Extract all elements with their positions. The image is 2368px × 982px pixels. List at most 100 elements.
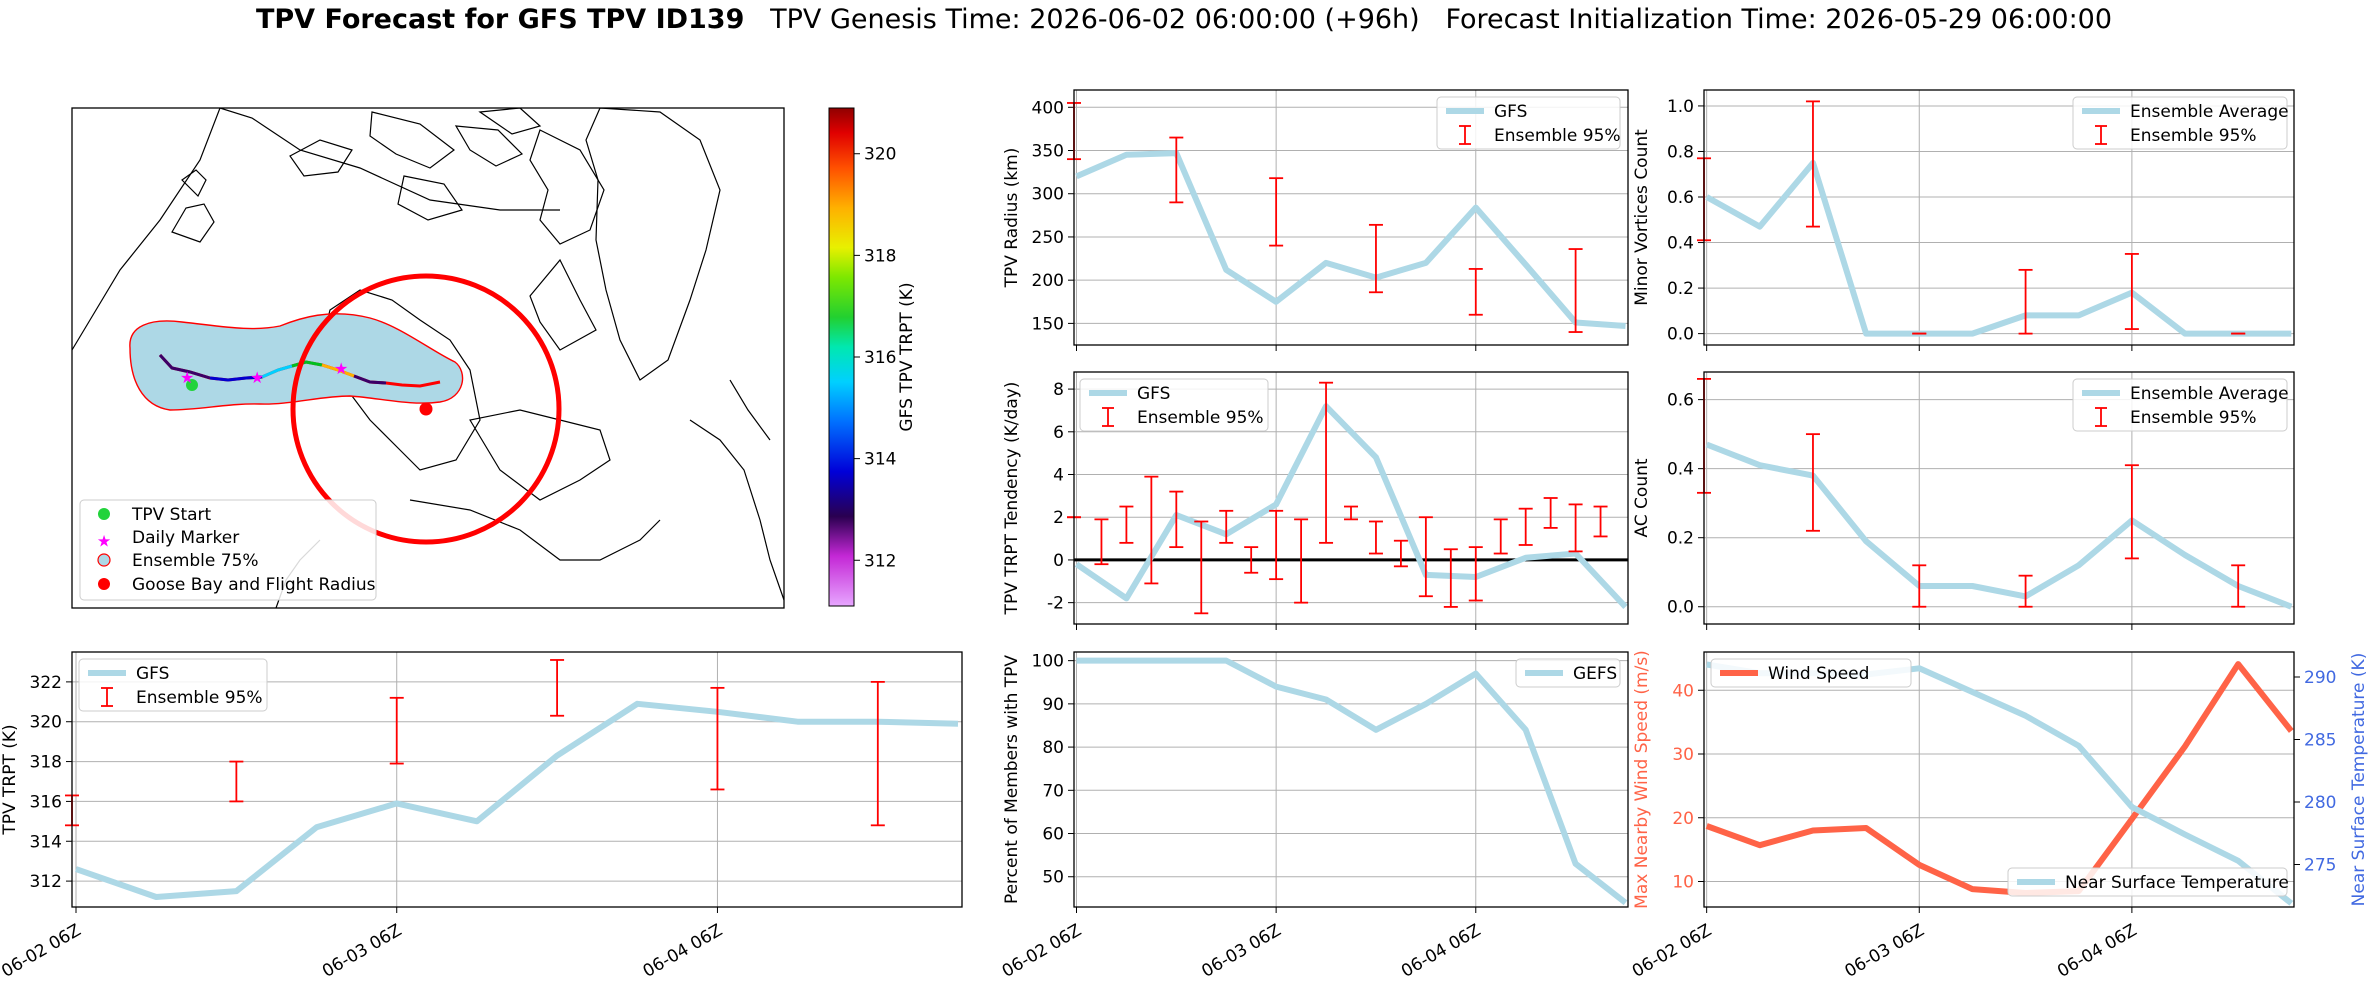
tendency-ytick-label-4: 6 (1053, 423, 1064, 443)
wind_temp-ytick-label-2: 30 (1672, 745, 1694, 765)
wind_temp-series-0 (1705, 661, 2294, 896)
chart-radius: 150 200 250 300 350 400 TPV Radius (km) GFS Ense… (1002, 89, 1629, 351)
island-2 (181, 169, 207, 198)
percent-ytick-label-2: 70 (1042, 781, 1064, 801)
tpv-track-mid3 (291, 360, 323, 368)
percent-legend-series-label: GEFS (1573, 664, 1617, 684)
percent-ytick-label-1: 60 (1042, 825, 1064, 845)
tendency-ytick-label-5: 8 (1053, 380, 1064, 400)
radius-ylabel: TPV Radius (km) (1002, 148, 1022, 289)
wind_temp-ylabel: Max Nearby Wind Speed (m/s) (1632, 650, 1652, 909)
chart-wind_temp: 10 20 30 40 Max Nearby Wind Speed (m/s) 275 28… (1629, 650, 2368, 982)
radius-ytick-label-3: 300 (1032, 185, 1064, 205)
wind_temp-ytick-right-label-2: 285 (2304, 731, 2336, 751)
island-3 (289, 139, 353, 177)
minor-legend: Ensemble Average Ensemble 95% (2072, 96, 2289, 150)
trpt-ytick-label-2: 316 (30, 792, 62, 812)
daily-marker-2: ★ (250, 368, 264, 387)
wind_temp-xtick-label-2: 06-04 06Z (2054, 920, 2140, 981)
tendency-ytick-label-1: 0 (1053, 551, 1064, 571)
ac-ytick-label-0: 0.0 (1667, 598, 1694, 618)
trpt-legend: GFS Ensemble 95% (78, 658, 268, 712)
trpt-frame (71, 651, 963, 908)
radius-series-0 (1075, 150, 1626, 329)
flight-radius-circle (290, 273, 562, 545)
tendency-frame (1073, 371, 1629, 625)
trpt-xtick-label-0: 06-02 06Z (0, 920, 85, 981)
wind_temp-ytick-right-label-3: 290 (2304, 668, 2336, 688)
minor-ylabel: Minor Vortices Count (1632, 129, 1652, 306)
wind_temp-ytick-label-0: 10 (1672, 873, 1694, 893)
chart-minor: 0.0 0.2 0.4 0.6 0.8 1.0 Minor Vortices Count En… (1632, 89, 2295, 351)
legend-daily-marker: Daily Marker (132, 528, 239, 548)
wind_temp-xtick-label-1: 06-03 06Z (1841, 920, 1927, 981)
wind_temp-xtick-label-0: 06-02 06Z (1629, 920, 1715, 981)
coast-east-2 (729, 379, 771, 441)
figure-title-genesis: TPV Genesis Time: 2026-06-02 06:00:00 (+… (770, 4, 1420, 35)
coast-east (689, 419, 784, 601)
island-baffin (529, 129, 605, 245)
legend-ensemble-75: Ensemble 75% (132, 551, 259, 571)
radius-frame (1073, 89, 1629, 346)
minor-ytick-label-1: 0.2 (1667, 279, 1694, 299)
legend-tpv-start: TPV Start (131, 505, 212, 525)
figure-title-init: Forecast Initialization Time: 2026-05-29… (1445, 4, 2113, 35)
ac-frame (1703, 371, 2295, 625)
percent-ylabel: Percent of Members with TPV (1002, 655, 1022, 904)
minor-ytick-label-2: 0.4 (1667, 234, 1694, 254)
legend-goose-bay: Goose Bay and Flight Radius (132, 575, 376, 595)
coastline-north (219, 108, 560, 211)
daily-marker-3: ★ (334, 359, 348, 378)
percent-frame (1073, 651, 1629, 908)
gulf-coast (409, 499, 661, 561)
colorbar: 312 314 316 318 320 GFS TPV TRPT (K) (828, 107, 917, 607)
minor-ytick-label-3: 0.6 (1667, 188, 1694, 208)
trpt-ytick-label-3: 318 (30, 753, 62, 773)
chart-tendency: -2 0 2 4 6 8 TPV TRPT Tendency (K/day) GFS Ensem… (1002, 371, 1629, 630)
minor-ytick-label-0: 0.0 (1667, 325, 1694, 345)
wind_temp-plot-area (1704, 652, 2294, 907)
ac-ytick-label-1: 0.2 (1667, 529, 1694, 549)
tendency-legend-eb-label: Ensemble 95% (1137, 408, 1264, 428)
map-legend: ★ TPV Start Daily Marker Ensemble 75% Go… (79, 499, 377, 601)
percent-legend-box (1515, 658, 1621, 688)
ac-series-0 (1705, 441, 2293, 610)
percent-series-0 (1076, 657, 1628, 906)
island-baffin-north (369, 111, 455, 169)
tendency-series-0 (1074, 403, 1628, 609)
minor-series-0 (1705, 159, 2292, 337)
daily-marker-1: ★ (180, 368, 194, 387)
tendency-ytick-label-3: 4 (1053, 466, 1064, 486)
tpv-start-marker (186, 379, 198, 391)
temp-legend-label: Near Surface Temperature (2065, 873, 2289, 893)
ac-ytick-label-3: 0.6 (1667, 391, 1694, 411)
radius-legend: GFS Ensemble 95% (1436, 96, 1621, 150)
wind_temp-ylabel-right: Near Surface Temperature (K) (2349, 653, 2368, 907)
minor-legend-eb-label: Ensemble 95% (2130, 126, 2257, 146)
tendency-legend: GFS Ensemble 95% (1079, 378, 1269, 432)
radius-ytick-label-5: 400 (1032, 98, 1064, 118)
legend-goose-icon (98, 578, 110, 590)
trpt-legend-series-label: GFS (136, 664, 169, 684)
wind_temp-ytick-right-label-0: 275 (2304, 856, 2336, 876)
percent-ytick-label-4: 90 (1042, 695, 1064, 715)
colorbar-gradient (828, 107, 855, 607)
colorbar-ticks: 312 314 316 318 320 (854, 145, 896, 571)
trpt-legend-eb-label: Ensemble 95% (136, 688, 263, 708)
percent-xtick-label-2: 06-04 06Z (1398, 920, 1484, 981)
wind-legend-box (1710, 658, 1912, 688)
wind_temp-ytick-label-3: 40 (1672, 681, 1694, 701)
wind-legend: Wind Speed (1710, 658, 1912, 688)
map-boundary-line (72, 108, 221, 351)
minor-legend-series-label: Ensemble Average (2130, 102, 2289, 122)
ac-ylabel: AC Count (1632, 458, 1652, 537)
percent-xtick-label-1: 06-03 06Z (1198, 920, 1284, 981)
island-6 (397, 175, 463, 221)
percent-plot-area (1074, 652, 1628, 907)
percent-ytick-label-0: 50 (1042, 868, 1064, 888)
radius-ytick-label-2: 250 (1032, 228, 1064, 248)
temp-legend: Near Surface Temperature (2007, 867, 2289, 897)
tendency-ylabel: TPV TRPT Tendency (K/day) (1002, 382, 1022, 616)
